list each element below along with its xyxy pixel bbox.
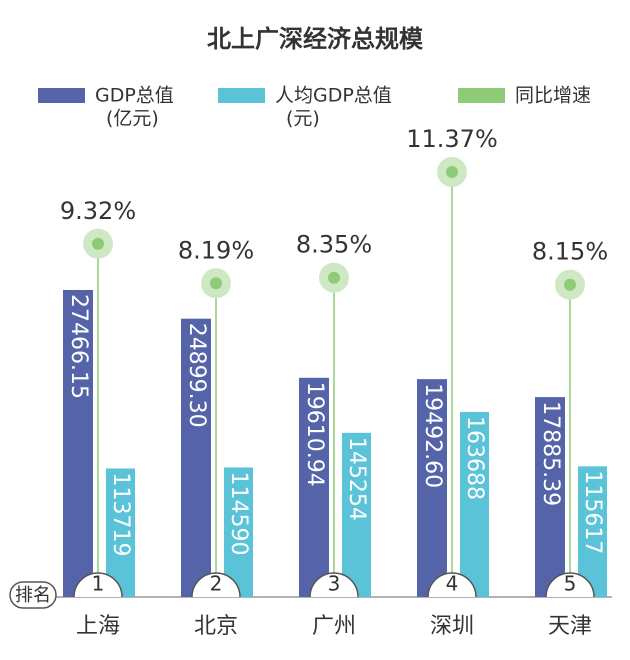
legend-label: 人均GDP总值 <box>275 85 392 107</box>
legend-unit: (亿元) <box>106 108 159 130</box>
per-capita-bar <box>224 467 253 597</box>
chart-title: 北上广深经济总规模 <box>207 25 424 53</box>
growth-value-label: 8.35% <box>296 231 372 259</box>
x-tick-label: 北京 <box>194 614 238 639</box>
legend-label: GDP总值 <box>95 85 174 107</box>
growth-dot <box>564 278 576 291</box>
growth-dot <box>210 277 222 290</box>
gdp-value-label: 17885.39 <box>538 401 563 506</box>
growth-dot <box>328 271 340 284</box>
per-capita-bar <box>342 432 371 597</box>
rank-number: 5 <box>564 572 577 596</box>
rank-circle <box>73 572 123 597</box>
legend-swatch <box>218 88 265 103</box>
rank-circle <box>427 572 477 597</box>
gdp-value-label: 19492.60 <box>420 383 445 488</box>
rank-number: 4 <box>446 572 459 596</box>
rank-circle <box>309 572 359 597</box>
x-tick-label: 深圳 <box>430 614 474 639</box>
per-capita-value-label: 115617 <box>580 470 605 554</box>
gdp-value-label: 24899.30 <box>184 323 209 428</box>
x-tick-label: 广州 <box>312 614 356 639</box>
rank-label: 排名 <box>15 585 51 606</box>
legend-label: 同比增速 <box>515 85 591 107</box>
legend-swatch <box>38 88 85 103</box>
per-capita-bar <box>460 412 489 597</box>
gdp-bar <box>63 290 93 597</box>
rank-number: 3 <box>328 572 341 596</box>
rank-label-box <box>9 581 57 609</box>
legend-swatch <box>458 88 505 103</box>
gdp-bar <box>181 318 211 597</box>
growth-dot <box>446 166 458 178</box>
rank-number: 2 <box>210 572 223 596</box>
growth-value-label: 8.19% <box>178 236 254 264</box>
rank-circle <box>191 572 241 597</box>
per-capita-value-label: 113719 <box>108 472 133 556</box>
growth-value-label: 11.37% <box>406 125 498 153</box>
per-capita-bar <box>106 468 135 597</box>
gdp-value-label: 27466.15 <box>66 294 91 399</box>
per-capita-value-label: 145254 <box>344 437 369 521</box>
per-capita-value-label: 114590 <box>226 471 251 555</box>
growth-value-label: 9.32% <box>60 197 136 225</box>
legend-unit: (元) <box>286 108 320 130</box>
x-tick-label: 上海 <box>76 614 120 639</box>
per-capita-value-label: 163688 <box>462 416 487 500</box>
rank-number: 1 <box>92 572 105 596</box>
gdp-bar <box>299 377 329 597</box>
per-capita-bar <box>578 466 607 597</box>
x-tick-label: 天津 <box>548 614 592 639</box>
gdp-bar <box>535 397 565 597</box>
growth-dot <box>92 237 104 250</box>
rank-circle <box>545 572 595 597</box>
gdp-value-label: 19610.94 <box>302 382 327 487</box>
growth-value-label: 8.15% <box>532 238 608 266</box>
gdp-bar <box>417 379 447 597</box>
